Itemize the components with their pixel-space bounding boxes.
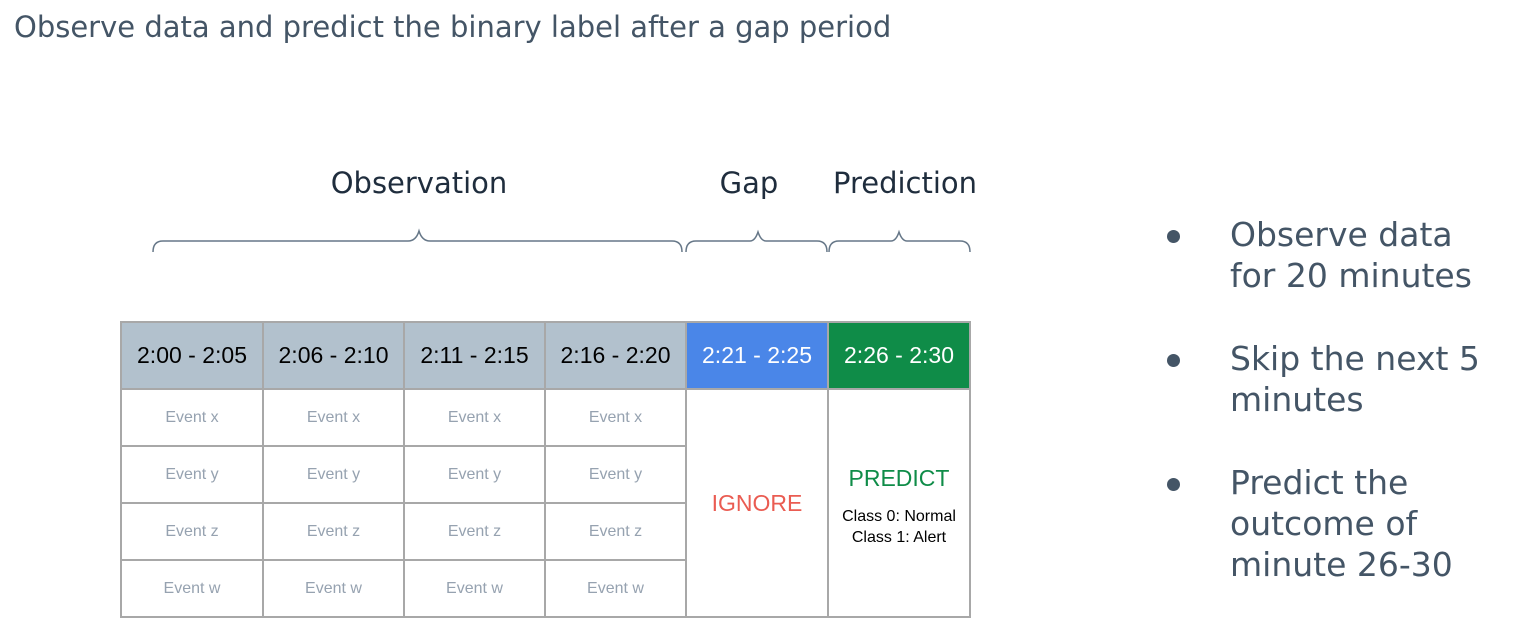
header-cell-obs-2: 2:06 - 2:10 xyxy=(262,321,405,390)
bullet-dot-icon xyxy=(1167,354,1180,367)
event-cell: Event y xyxy=(120,445,264,504)
timeline-table: 2:00 - 2:05 2:06 - 2:10 2:11 - 2:15 2:16… xyxy=(120,321,971,618)
event-cell: Event x xyxy=(544,388,687,447)
predict-cell: PREDICT Class 0: Normal Class 1: Alert xyxy=(827,388,971,618)
header-cell-obs-1: 2:00 - 2:05 xyxy=(120,321,264,390)
header-cell-obs-3: 2:11 - 2:15 xyxy=(403,321,546,390)
table-row: Event z Event z Event z Event z xyxy=(120,502,970,561)
event-cell: Event y xyxy=(544,445,687,504)
gap-label: Gap xyxy=(719,166,779,200)
event-cell: Event w xyxy=(120,559,264,618)
bullet-text: Skip the next 5 minutes xyxy=(1230,339,1480,419)
event-cell: Event w xyxy=(262,559,405,618)
bullet-dot-icon xyxy=(1167,478,1180,491)
header-cell-obs-4: 2:16 - 2:20 xyxy=(544,321,687,390)
bullet-text: Observe data for 20 minutes xyxy=(1230,215,1472,295)
bullet-text: Predict the outcome of minute 26-30 xyxy=(1230,463,1453,584)
observation-label: Observation xyxy=(330,166,508,200)
event-cell: Event y xyxy=(403,445,546,504)
event-cell: Event w xyxy=(544,559,687,618)
prediction-brace xyxy=(828,229,971,253)
observation-brace xyxy=(152,228,683,253)
gap-brace xyxy=(685,229,828,253)
event-cell: Event w xyxy=(403,559,546,618)
summary-bullets: Observe data for 20 minutes Skip the nex… xyxy=(1160,214,1500,627)
header-cell-gap: 2:21 - 2:25 xyxy=(685,321,829,390)
ignore-cell: IGNORE xyxy=(685,388,829,618)
table-row: Event w Event w Event w Event w xyxy=(120,559,970,618)
event-cell: Event z xyxy=(120,502,264,561)
header-row: 2:00 - 2:05 2:06 - 2:10 2:11 - 2:15 2:16… xyxy=(120,321,971,390)
table-row: Event y Event y Event y Event y xyxy=(120,445,970,504)
event-cell: Event z xyxy=(262,502,405,561)
predict-label: PREDICT xyxy=(848,464,950,491)
bullet-item: Skip the next 5 minutes xyxy=(1160,338,1500,420)
bullet-item: Observe data for 20 minutes xyxy=(1160,214,1500,296)
event-cell: Event x xyxy=(120,388,264,447)
event-cell: Event x xyxy=(403,388,546,447)
event-cell: Event y xyxy=(262,445,405,504)
event-cell: Event z xyxy=(403,502,546,561)
bullet-item: Predict the outcome of minute 26-30 xyxy=(1160,462,1500,585)
event-cell: Event x xyxy=(262,388,405,447)
header-cell-prediction: 2:26 - 2:30 xyxy=(827,321,971,390)
prediction-label: Prediction xyxy=(832,166,978,200)
bullet-dot-icon xyxy=(1167,230,1180,243)
page-title: Observe data and predict the binary labe… xyxy=(14,10,892,44)
class-1-label: Class 1: Alert xyxy=(851,528,947,546)
event-cell: Event z xyxy=(544,502,687,561)
class-0-label: Class 0: Normal xyxy=(842,507,956,525)
table-row: Event x Event x Event x Event x IGNORE P… xyxy=(120,388,971,618)
